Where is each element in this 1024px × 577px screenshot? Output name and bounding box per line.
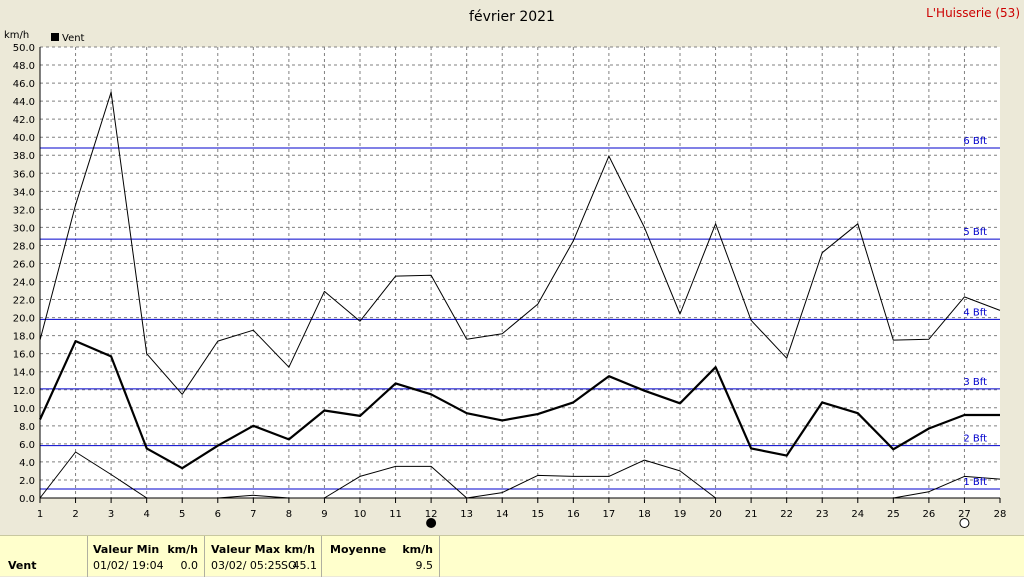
y-tick-label: 28.0 [13, 241, 35, 252]
y-tick-label: 44.0 [13, 97, 35, 108]
y-tick-label: 14.0 [13, 368, 35, 379]
beaufort-label: 2 Bft [963, 434, 987, 445]
legend-swatch [51, 33, 59, 41]
y-tick-label: 6.0 [19, 440, 35, 451]
full-moon-icon [959, 518, 970, 528]
y-tick-label: 46.0 [13, 79, 35, 90]
x-tick-label: 10 [354, 509, 367, 520]
beaufort-label: 3 Bft [963, 377, 987, 388]
plot-background [40, 47, 1000, 498]
y-tick-label: 40.0 [13, 133, 35, 144]
series-line [38, 340, 1000, 470]
x-tick-label: 21 [745, 509, 758, 520]
wind-chart: 0.0 2.0 4.0 6.0 8.0 10.0 12.0 14.0 16.0 18.0 20.0 2… [4, 6, 1020, 528]
max-direction: SO [281, 559, 297, 572]
y-tick-label: 26.0 [13, 259, 35, 270]
y-tick-label: 8.0 [19, 422, 35, 433]
x-tick-label: 23 [816, 509, 829, 520]
avg-unit: km/h [402, 543, 433, 556]
max-cell: Valeur Max km/h 03/02/ 05:25 SO 45.1 [205, 536, 322, 577]
new-moon-icon [426, 518, 437, 528]
x-tick-label: 13 [460, 509, 473, 520]
y-tick-label: 32.0 [13, 205, 35, 216]
series-line [39, 91, 1001, 395]
footer-spacer [0, 536, 88, 577]
x-tick-label: 15 [531, 509, 544, 520]
location-label: L'Huisserie (53) [926, 6, 1020, 20]
y-tick-label: 20.0 [13, 314, 35, 325]
y-tick-label: 42.0 [13, 115, 35, 126]
y-tick-label: 2.0 [19, 476, 35, 487]
y-tick-label: 34.0 [13, 187, 35, 198]
y-tick-label: 18.0 [13, 332, 35, 343]
chart-title: février 2021 [469, 9, 555, 25]
min-unit: km/h [167, 543, 198, 556]
min-cell: Valeur Min km/h 01/02/ 19:04 0.0 [88, 536, 205, 577]
x-tick-label: 27 [958, 509, 971, 520]
y-tick-label: 24.0 [13, 278, 35, 289]
x-tick-label: 16 [567, 509, 580, 520]
max-date: 03/02/ 05:25 [211, 559, 282, 572]
x-tick-label: 7 [250, 509, 256, 520]
avg-title: Moyenne [330, 543, 387, 556]
x-tick-label: 22 [780, 509, 793, 520]
x-tick-label: 3 [108, 509, 114, 520]
y-tick-label: 36.0 [13, 169, 35, 180]
y-tick-label: 48.0 [13, 61, 35, 72]
x-tick-label: 1 [37, 509, 43, 520]
y-tick-label: 22.0 [13, 296, 35, 307]
chart-area: 0.0 2.0 4.0 6.0 8.0 10.0 12.0 14.0 16.0 18.0 20.0 2… [4, 6, 1020, 528]
x-tick-label: 19 [674, 509, 687, 520]
stats-footer: Vent Valeur Min km/h 01/02/ 19:04 0.0 Va… [0, 535, 1024, 577]
x-tick-label: 24 [851, 509, 864, 520]
avg-cell: Moyenne km/h 9.5 [322, 536, 440, 577]
footer-row-label: Vent [8, 559, 37, 572]
beaufort-label: 1 Bft [963, 477, 987, 488]
avg-value: 9.5 [415, 559, 434, 572]
beaufort-label: 4 Bft [963, 307, 987, 318]
y-tick-label: 50.0 [13, 43, 35, 54]
x-tick-label: 14 [496, 509, 509, 520]
y-tick-label: 10.0 [13, 404, 35, 415]
x-tick-label: 6 [215, 509, 221, 520]
x-tick-label: 17 [603, 509, 616, 520]
min-date: 01/02/ 19:04 [93, 559, 164, 572]
x-tick-label: 20 [709, 509, 722, 520]
y-tick-label: 0.0 [19, 494, 35, 505]
x-tick-label: 5 [179, 509, 185, 520]
series-line [893, 475, 1001, 499]
x-tick-label: 25 [887, 509, 900, 520]
beaufort-label: 6 Bft [963, 136, 987, 147]
min-title: Valeur Min [93, 543, 160, 556]
max-value: 45.1 [292, 559, 318, 572]
x-tick-label: 26 [923, 509, 936, 520]
x-tick-label: 9 [321, 509, 327, 520]
y-unit-label: km/h [4, 30, 29, 41]
y-tick-label: 16.0 [13, 350, 35, 361]
y-tick-label: 30.0 [13, 223, 35, 234]
x-tick-label: 8 [286, 509, 292, 520]
x-tick-label: 11 [389, 509, 402, 520]
beaufort-label: 5 Bft [963, 227, 987, 238]
x-tick-label: 12 [425, 509, 438, 520]
max-title: Valeur Max [211, 543, 281, 556]
y-tick-label: 4.0 [19, 458, 35, 469]
max-unit: km/h [284, 543, 315, 556]
legend-label: Vent [62, 33, 85, 44]
y-tick-label: 38.0 [13, 151, 35, 162]
x-tick-label: 4 [143, 509, 149, 520]
x-tick-label: 18 [638, 509, 651, 520]
min-value: 0.0 [180, 559, 199, 572]
x-tick-label: 28 [994, 509, 1007, 520]
y-tick-label: 12.0 [13, 386, 35, 397]
x-tick-label: 2 [72, 509, 78, 520]
